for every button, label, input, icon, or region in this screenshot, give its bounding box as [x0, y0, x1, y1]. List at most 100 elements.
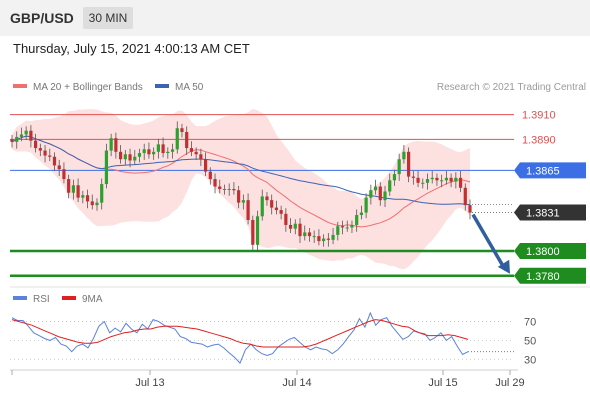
- candle-body: [463, 187, 467, 206]
- candle-body: [194, 151, 198, 155]
- candle-body: [364, 197, 368, 213]
- candle-body: [255, 216, 260, 245]
- candle-body: [237, 190, 241, 203]
- candle-body: [307, 232, 312, 237]
- candle-body: [52, 156, 57, 166]
- candle-body: [85, 195, 90, 202]
- x-tick-label: Jul 15: [428, 377, 457, 389]
- ma50-line: [11, 135, 471, 206]
- candle-body: [388, 180, 392, 192]
- candle-body: [326, 238, 330, 240]
- candle-body: [232, 189, 236, 191]
- candle-body: [355, 215, 359, 225]
- candle-body: [137, 153, 142, 157]
- candle-body: [312, 236, 316, 238]
- candle-body: [161, 144, 165, 154]
- candle-body: [100, 184, 104, 203]
- candle-body: [241, 200, 245, 203]
- candle-body: [147, 149, 151, 155]
- candle-body: [425, 179, 430, 183]
- candle-body: [430, 177, 434, 180]
- candle-body: [246, 200, 250, 220]
- candle-body: [336, 226, 340, 235]
- candle-body: [133, 156, 137, 161]
- ma20-legend: MA 20 + Bollinger Bands: [33, 82, 143, 93]
- candle-body: [407, 151, 411, 177]
- candle-body: [449, 177, 453, 182]
- forecast-arrow: [471, 213, 506, 269]
- candle-body: [10, 139, 14, 142]
- chart-legend: MA 20 + Bollinger Bands MA 50 Research ©…: [13, 82, 586, 93]
- support-level-label: 1.3780: [526, 271, 560, 283]
- forecast-arrow-head: [497, 259, 510, 274]
- rsi-tick-label: 30: [524, 354, 536, 366]
- candle-body: [199, 154, 203, 160]
- rsi-legend: RSI 9MA: [13, 294, 103, 305]
- candle-body: [293, 223, 297, 229]
- last-price-tag: [514, 204, 586, 221]
- candle-body: [24, 130, 28, 135]
- timeframe-button[interactable]: 30 MIN: [83, 7, 133, 29]
- ma50-legend: MA 50: [175, 82, 204, 93]
- credit-text: Research © 2021 Trading Central: [437, 82, 586, 93]
- candle-body: [416, 177, 420, 183]
- candle-body: [265, 196, 269, 201]
- candle-body: [118, 151, 123, 160]
- candle-body: [345, 227, 349, 229]
- ma20-swatch: [13, 84, 27, 88]
- candle-body: [402, 151, 406, 160]
- candle-body: [104, 150, 109, 185]
- candle-body: [166, 151, 170, 154]
- candle-body: [369, 190, 373, 198]
- header-bar: GBP/USD 30 MIN: [0, 0, 590, 36]
- last-price-label: 1.3831: [526, 208, 560, 220]
- candle-body: [359, 212, 364, 216]
- candle-body: [170, 149, 175, 152]
- candle-body: [397, 159, 401, 175]
- candle-body: [340, 226, 345, 228]
- candle-body: [109, 138, 113, 151]
- candle-body: [260, 196, 264, 217]
- candle-body: [71, 185, 75, 193]
- candle-body: [76, 185, 80, 198]
- candle-body: [322, 238, 326, 242]
- candle-body: [185, 131, 189, 149]
- support-level-label: 1.3800: [526, 246, 560, 258]
- candle-body: [62, 169, 66, 180]
- candle-body: [279, 210, 283, 214]
- candle-body: [383, 191, 387, 201]
- candle-body: [189, 148, 194, 152]
- candle-body: [411, 176, 415, 178]
- rsi-swatch: [13, 296, 27, 300]
- candle-body: [180, 128, 184, 132]
- candle-body: [95, 202, 99, 206]
- support-level-tag: [514, 267, 586, 284]
- candle-body: [227, 189, 231, 190]
- rsi-ma-legend-label: 9MA: [82, 294, 103, 305]
- support-level-tag: [514, 243, 586, 259]
- candle-body: [213, 179, 217, 187]
- rsi-legend-label: RSI: [33, 294, 50, 305]
- candle-body: [128, 154, 132, 161]
- candle-body: [251, 220, 255, 245]
- candle-body: [123, 154, 127, 160]
- candle-body: [175, 128, 179, 150]
- datetime-label: Thursday, July 15, 2021 4:00:13 AM CET: [13, 41, 250, 56]
- candle-body: [57, 165, 61, 170]
- rsi-tick-label: 50: [524, 335, 536, 347]
- x-tick-label: Jul 13: [135, 377, 164, 389]
- candle-body: [331, 234, 335, 240]
- candle-body: [288, 224, 293, 229]
- rsi-tick-label: 70: [524, 316, 536, 328]
- candle-body: [435, 177, 439, 181]
- candle-body: [142, 149, 146, 154]
- candle-body: [81, 195, 85, 198]
- candle-body: [67, 179, 71, 193]
- candle-body: [440, 180, 444, 182]
- x-tick-label: Jul 14: [282, 377, 311, 389]
- candle-body: [458, 177, 463, 188]
- resistance-level-label: 1.3890: [522, 134, 556, 146]
- candle-body: [284, 213, 288, 225]
- rsi-ma-swatch: [62, 296, 76, 300]
